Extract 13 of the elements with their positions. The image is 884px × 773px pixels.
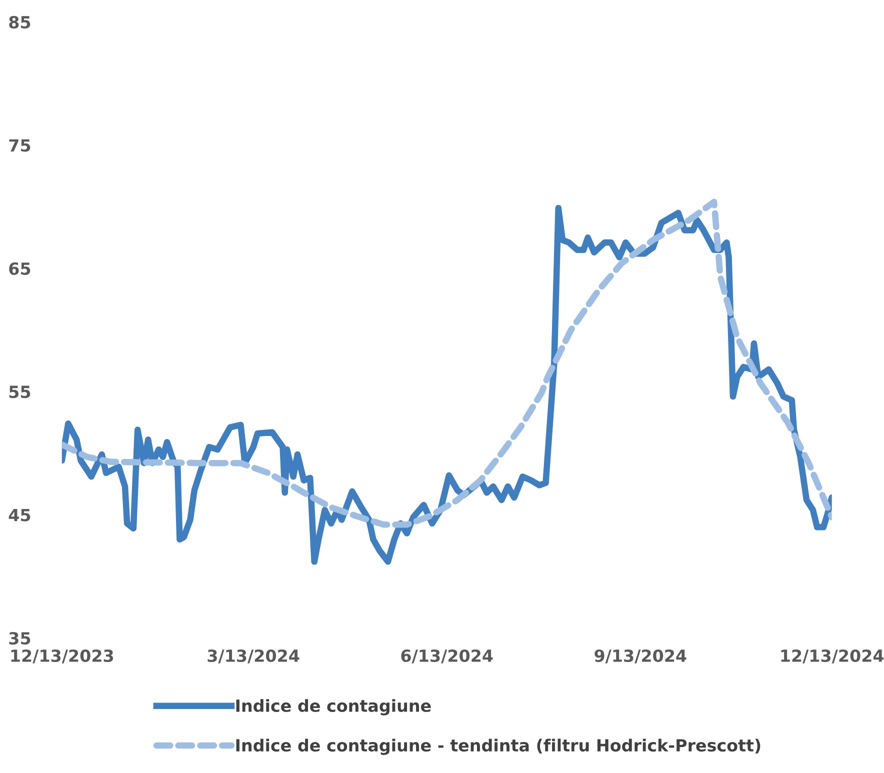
x-tick-label: 12/13/2024 — [781, 649, 884, 664]
x-tick-label: 9/13/2024 — [594, 649, 686, 664]
y-tick-label: 55 — [9, 386, 30, 398]
y-tick-label: 75 — [9, 139, 30, 152]
y-tick-label: 65 — [9, 262, 30, 275]
y-tick-label: 85 — [9, 16, 30, 29]
x-tick-label: 6/13/2024 — [401, 649, 493, 664]
y-tick-label: 35 — [9, 632, 30, 645]
x-tick-label: 12/13/2023 — [11, 649, 114, 664]
x-tick-label: 3/13/2024 — [208, 649, 300, 664]
legend-label: Indice de contagiune - tendinta (filtru Hodrick-Prescott) — [236, 738, 760, 755]
y-tick-label: 45 — [8, 509, 30, 522]
legend-label: Indice de contagiune — [236, 699, 431, 716]
